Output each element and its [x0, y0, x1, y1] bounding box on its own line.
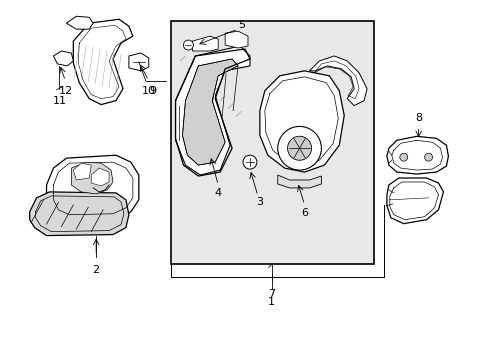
- Polygon shape: [224, 31, 247, 48]
- Text: 11: 11: [52, 96, 66, 105]
- Text: 6: 6: [301, 208, 307, 218]
- Polygon shape: [73, 163, 91, 180]
- Text: 7: 7: [268, 289, 275, 299]
- Text: 1: 1: [268, 297, 275, 307]
- Text: 4: 4: [214, 188, 222, 198]
- Text: 5: 5: [238, 20, 245, 30]
- Text: 3: 3: [256, 197, 263, 207]
- Polygon shape: [277, 175, 321, 188]
- Polygon shape: [309, 56, 366, 105]
- Polygon shape: [129, 53, 148, 71]
- Polygon shape: [192, 36, 218, 51]
- Polygon shape: [175, 46, 249, 175]
- Polygon shape: [386, 178, 443, 224]
- Text: 12: 12: [58, 86, 72, 96]
- Polygon shape: [30, 192, 129, 235]
- Polygon shape: [46, 155, 139, 222]
- Polygon shape: [53, 51, 73, 66]
- Text: 8: 8: [414, 113, 421, 123]
- Text: 2: 2: [92, 265, 100, 275]
- Circle shape: [424, 153, 432, 161]
- Circle shape: [183, 40, 193, 50]
- Text: 9: 9: [149, 86, 156, 96]
- Bar: [170, 21, 373, 264]
- Polygon shape: [73, 19, 133, 105]
- Polygon shape: [386, 136, 447, 174]
- Circle shape: [243, 155, 256, 169]
- Polygon shape: [259, 71, 344, 172]
- Polygon shape: [66, 16, 93, 29]
- Text: 10: 10: [142, 86, 155, 96]
- Polygon shape: [182, 59, 238, 165]
- Circle shape: [399, 153, 407, 161]
- Circle shape: [277, 126, 321, 170]
- Circle shape: [287, 136, 311, 160]
- Polygon shape: [91, 168, 109, 186]
- Polygon shape: [71, 162, 113, 194]
